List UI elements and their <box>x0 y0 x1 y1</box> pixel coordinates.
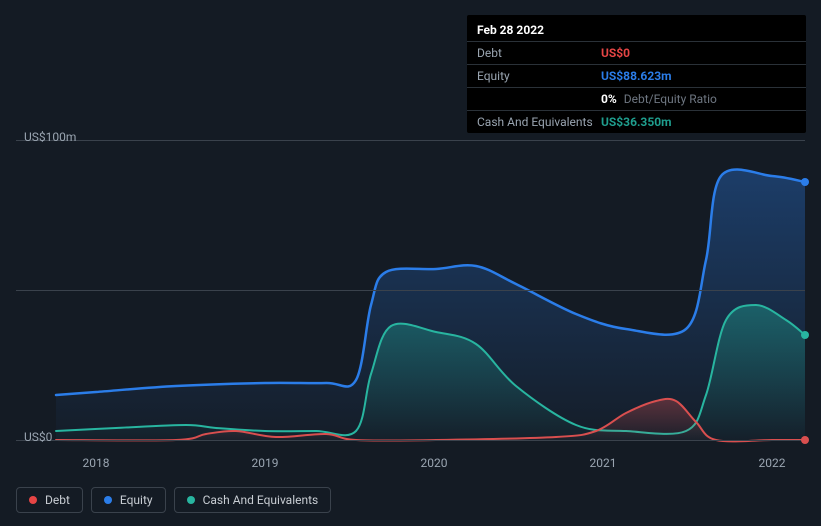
legend-label: Cash And Equivalents <box>203 493 319 507</box>
legend-label: Debt <box>45 493 70 507</box>
legend-dot-icon <box>29 496 37 504</box>
financials-chart: US$100mUS$020182019202020212022 <box>16 120 805 460</box>
chart-legend: Debt Equity Cash And Equivalents <box>16 487 331 513</box>
chart-tooltip: Feb 28 2022 DebtUS$0EquityUS$88.623m0% D… <box>467 15 806 133</box>
series-end-dot <box>801 436 809 444</box>
legend-item-debt[interactable]: Debt <box>16 487 83 513</box>
tooltip-label: Cash And Equivalents <box>477 115 601 129</box>
legend-dot-icon <box>104 496 112 504</box>
tooltip-row: EquityUS$88.623m <box>467 65 806 88</box>
tooltip-label <box>477 92 601 106</box>
legend-label: Equity <box>120 493 153 507</box>
tooltip-row: DebtUS$0 <box>467 42 806 65</box>
grid-line <box>16 440 805 441</box>
tooltip-label: Equity <box>477 69 601 83</box>
tooltip-value: US$88.623m <box>601 69 671 83</box>
tooltip-value: US$0 <box>601 46 630 60</box>
x-axis-label: 2020 <box>421 456 448 470</box>
y-axis-label: US$100m <box>24 130 76 144</box>
x-axis-label: 2019 <box>252 456 279 470</box>
legend-item-equity[interactable]: Equity <box>91 487 166 513</box>
grid-line <box>16 290 805 291</box>
tooltip-row: Cash And EquivalentsUS$36.350m <box>467 111 806 133</box>
series-end-dot <box>801 178 809 186</box>
y-axis-label: US$0 <box>24 430 52 444</box>
chart-svg <box>16 120 805 480</box>
x-axis-label: 2021 <box>590 456 617 470</box>
x-axis-label: 2022 <box>759 456 786 470</box>
tooltip-value: 0% Debt/Equity Ratio <box>601 92 717 106</box>
grid-line <box>16 140 805 141</box>
tooltip-value: US$36.350m <box>601 115 671 129</box>
x-axis-label: 2018 <box>83 456 110 470</box>
tooltip-row: 0% Debt/Equity Ratio <box>467 88 806 111</box>
legend-item-cash-and-equivalents[interactable]: Cash And Equivalents <box>174 487 332 513</box>
series-end-dot <box>801 331 809 339</box>
tooltip-label: Debt <box>477 46 601 60</box>
legend-dot-icon <box>187 496 195 504</box>
tooltip-date: Feb 28 2022 <box>467 15 806 42</box>
tooltip-sublabel: Debt/Equity Ratio <box>621 92 717 106</box>
